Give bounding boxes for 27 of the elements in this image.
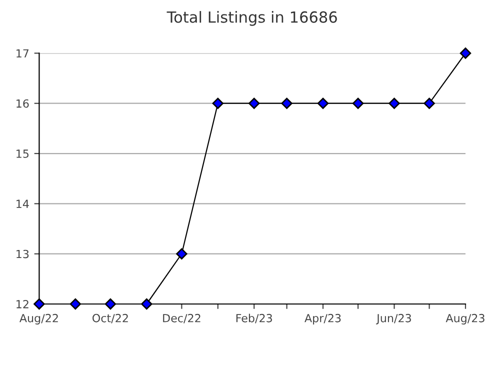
y-tick-label: 12: [16, 300, 28, 308]
x-tick-label: Jun/23: [376, 314, 411, 324]
chart-title: Total Listings in 16686: [166, 11, 337, 26]
x-tick-label: Oct/22: [92, 314, 128, 324]
point: [176, 248, 188, 260]
point: [34, 298, 45, 310]
point: [317, 98, 329, 109]
y-tick-label: 17: [16, 49, 29, 58]
y-tick-label: 15: [16, 150, 29, 158]
point: [352, 98, 364, 109]
y-tick-label: 13: [16, 250, 29, 258]
point: [212, 98, 224, 109]
x-tick-label: Aug/22: [20, 314, 58, 324]
point: [248, 98, 260, 109]
point: [141, 298, 152, 310]
x-tick-label: Aug/23: [446, 314, 484, 324]
point: [104, 298, 116, 310]
point: [281, 98, 292, 109]
point: [388, 98, 400, 109]
y-tick-label: 14: [16, 200, 29, 208]
x-tick-label: Apr/23: [304, 314, 341, 324]
point: [460, 48, 472, 59]
x-tick-label: Feb/23: [236, 314, 272, 324]
y-tick-label: 16: [16, 99, 29, 108]
point: [70, 298, 82, 310]
x-tick-label: Dec/22: [163, 314, 200, 324]
point: [424, 98, 435, 109]
